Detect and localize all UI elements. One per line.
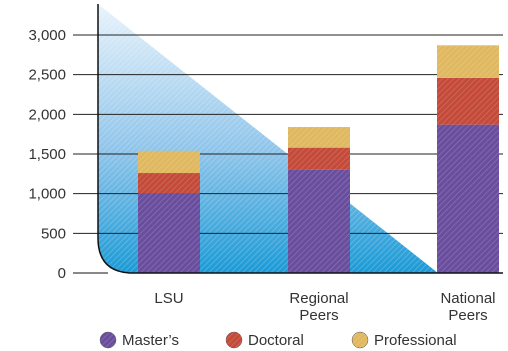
bar-segment-texture bbox=[138, 173, 200, 194]
legend-label: Doctoral bbox=[248, 332, 304, 349]
category-label: Peers bbox=[299, 307, 338, 324]
bar-segment-texture bbox=[138, 193, 200, 273]
bar-segment-texture bbox=[288, 147, 350, 170]
bar-segment-texture bbox=[288, 127, 350, 148]
legend-label: Master’s bbox=[122, 332, 179, 349]
y-tick-label: 1,500 bbox=[28, 146, 66, 163]
y-tick-label: 500 bbox=[41, 225, 66, 242]
bar-segment-texture bbox=[437, 77, 499, 125]
legend-swatch-texture bbox=[226, 332, 242, 348]
y-tick-label: 3,000 bbox=[28, 27, 66, 44]
axes bbox=[73, 4, 503, 274]
bar-segment-texture bbox=[437, 45, 499, 78]
bar-segment-texture bbox=[288, 169, 350, 273]
y-tick-label: 0 bbox=[58, 265, 66, 282]
category-label: Regional bbox=[289, 290, 348, 307]
legend: Master’s Doctoral Professional bbox=[99, 331, 457, 349]
legend-swatch-texture bbox=[352, 332, 368, 348]
category-label: National bbox=[440, 290, 495, 307]
y-tick-label: 2,500 bbox=[28, 67, 66, 84]
category-label: LSU bbox=[154, 290, 183, 307]
bar-segment-texture bbox=[437, 124, 499, 273]
y-tick-labels: 0 500 1,000 1,500 2,000 2,500 3,000 bbox=[28, 27, 66, 282]
axis-line bbox=[97, 4, 503, 274]
bars bbox=[138, 45, 499, 273]
bar-segment-texture bbox=[138, 150, 200, 174]
y-tick-label: 2,000 bbox=[28, 106, 66, 123]
legend-swatch-texture bbox=[100, 332, 116, 348]
y-tick-label: 1,000 bbox=[28, 186, 66, 203]
category-label: Peers bbox=[448, 307, 487, 324]
legend-label: Professional bbox=[374, 332, 457, 349]
